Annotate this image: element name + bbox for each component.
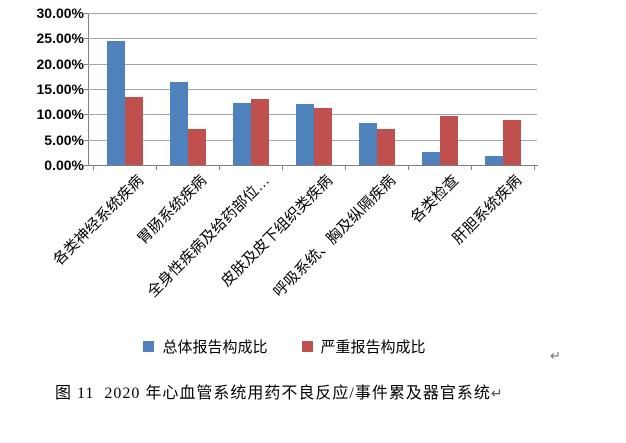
y-axis-tick <box>84 38 88 40</box>
x-axis-tick <box>219 166 220 170</box>
y-axis-tick <box>84 114 88 116</box>
gridline <box>88 89 537 90</box>
bar-total-report <box>358 122 377 165</box>
legend-item: 总体报告构成比 <box>143 336 268 357</box>
bar-serious-report <box>313 108 332 165</box>
gridline <box>88 63 537 65</box>
x-axis-line <box>88 165 538 166</box>
y-axis-tick <box>84 13 88 14</box>
bar-serious-report <box>124 96 143 165</box>
figure-caption: 图 11 2020 年心血管系统用药不良反应/事件累及器官系统↵ <box>55 379 503 403</box>
legend-item: 严重报告构成比 <box>301 336 426 357</box>
x-axis-tick <box>93 166 94 170</box>
bar-serious-report <box>439 115 458 165</box>
bar-total-report <box>232 103 251 165</box>
return-mark: ↵ <box>490 385 503 401</box>
y-axis-tick-label: 10.00% <box>36 106 84 123</box>
x-axis-tick <box>156 166 157 170</box>
chart-legend: 总体报告构成比 严重报告构成比 <box>60 336 509 357</box>
y-axis-tick-label: 15.00% <box>36 81 84 97</box>
bar-total-report <box>295 104 314 165</box>
y-axis-tick <box>84 165 88 166</box>
x-axis-tick <box>408 166 409 170</box>
bar-serious-report <box>502 119 521 165</box>
y-axis-tick <box>84 63 88 65</box>
y-axis-tick-label: 5.00% <box>44 131 84 148</box>
bar-serious-report <box>187 128 206 165</box>
caption-text: 图 11 2020 年心血管系统用药不良反应/事件累及器官系统 <box>55 385 491 402</box>
x-axis-tick <box>345 166 346 170</box>
gridline <box>88 38 537 40</box>
bar-serious-report <box>250 99 269 165</box>
legend-label: 严重报告构成比 <box>320 339 426 356</box>
bar-total-report <box>421 152 440 165</box>
y-axis-tick-label: 25.00% <box>36 30 84 47</box>
bar-total-report <box>169 82 188 165</box>
x-axis-tick <box>534 166 535 170</box>
gridline <box>88 13 537 14</box>
bar-total-report <box>106 41 125 165</box>
y-axis-tick-label: 0.00% <box>44 157 84 173</box>
y-axis-tick-label: 20.00% <box>36 55 84 72</box>
bar-chart[interactable]: 0.00% 5.00% 10.00% 15.00% 20.00% 25.00% 30.00%… <box>0 0 626 372</box>
x-axis-tick <box>471 166 472 170</box>
y-axis-tick <box>84 89 88 90</box>
legend-swatch <box>301 341 313 352</box>
legend-label: 总体报告构成比 <box>162 339 268 356</box>
legend-swatch <box>143 341 155 352</box>
y-axis-tick <box>84 139 88 141</box>
y-axis-tick-label: 30.00% <box>36 5 84 21</box>
paragraph-mark: ↵ <box>550 348 561 363</box>
x-axis-tick <box>282 166 283 170</box>
bar-serious-report <box>376 128 395 165</box>
bar-total-report <box>484 155 503 165</box>
